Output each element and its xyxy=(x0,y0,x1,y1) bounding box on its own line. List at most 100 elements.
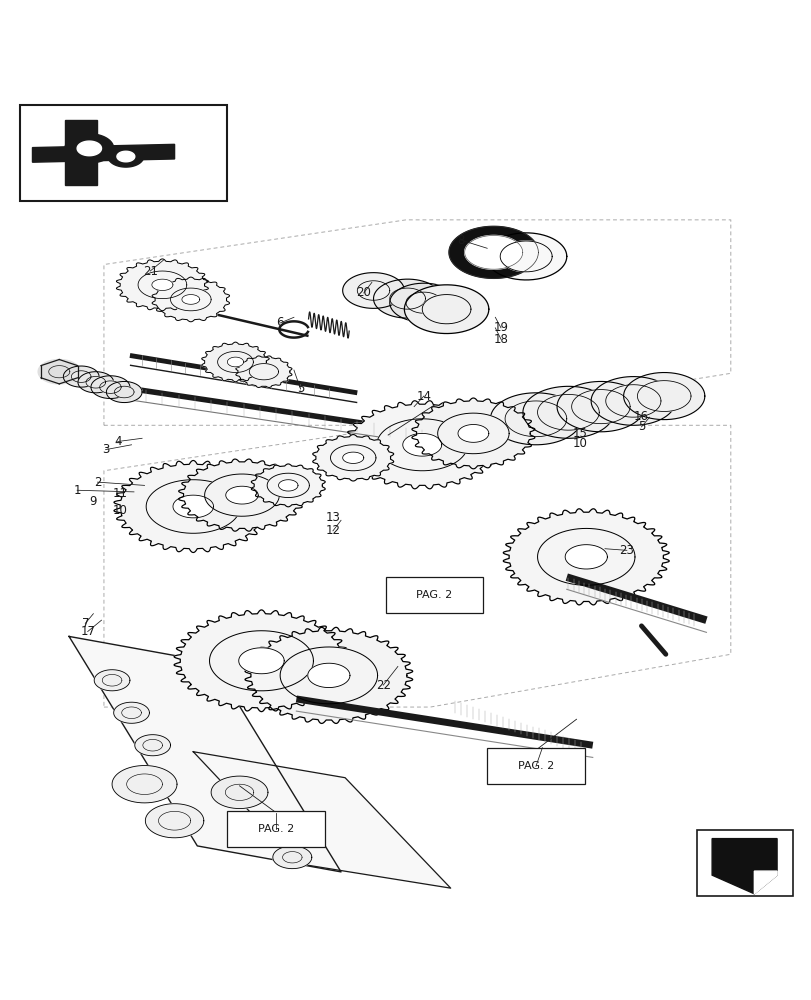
Polygon shape xyxy=(114,702,149,723)
Polygon shape xyxy=(490,393,581,445)
Polygon shape xyxy=(389,283,457,322)
Text: 21: 21 xyxy=(143,265,157,278)
Text: 1: 1 xyxy=(73,484,81,497)
Polygon shape xyxy=(146,480,240,533)
Polygon shape xyxy=(376,419,467,471)
Polygon shape xyxy=(201,342,269,382)
Text: 14: 14 xyxy=(416,390,431,403)
FancyBboxPatch shape xyxy=(385,577,483,613)
Polygon shape xyxy=(280,647,377,704)
Text: 16: 16 xyxy=(633,410,648,423)
Polygon shape xyxy=(245,812,290,838)
Polygon shape xyxy=(152,277,230,322)
Polygon shape xyxy=(91,376,130,398)
Polygon shape xyxy=(238,648,284,674)
Text: 6: 6 xyxy=(276,316,284,329)
Text: 4: 4 xyxy=(114,435,122,448)
Polygon shape xyxy=(404,285,488,334)
Polygon shape xyxy=(537,528,634,585)
Polygon shape xyxy=(122,707,141,719)
Polygon shape xyxy=(623,373,704,420)
Polygon shape xyxy=(406,292,441,313)
Polygon shape xyxy=(272,846,311,869)
Polygon shape xyxy=(108,146,144,167)
Polygon shape xyxy=(204,474,279,516)
Text: 10: 10 xyxy=(573,437,587,450)
Text: 20: 20 xyxy=(356,286,371,299)
Polygon shape xyxy=(77,141,101,156)
Polygon shape xyxy=(422,295,470,324)
Polygon shape xyxy=(345,401,499,489)
Text: 2: 2 xyxy=(93,476,101,489)
Text: PAG. 2: PAG. 2 xyxy=(416,590,452,600)
Polygon shape xyxy=(402,433,441,456)
Polygon shape xyxy=(86,376,105,388)
Polygon shape xyxy=(193,752,450,888)
Text: 5: 5 xyxy=(296,382,304,395)
Polygon shape xyxy=(114,386,134,398)
Text: 18: 18 xyxy=(493,333,508,346)
Polygon shape xyxy=(389,288,425,309)
Polygon shape xyxy=(249,364,278,380)
Polygon shape xyxy=(342,273,404,308)
Polygon shape xyxy=(143,739,162,751)
Polygon shape xyxy=(65,120,97,185)
Polygon shape xyxy=(178,459,305,531)
Polygon shape xyxy=(116,259,208,311)
Text: 7: 7 xyxy=(81,617,89,630)
Polygon shape xyxy=(127,774,162,794)
Polygon shape xyxy=(307,663,350,688)
Polygon shape xyxy=(225,486,258,504)
Polygon shape xyxy=(225,784,253,800)
FancyBboxPatch shape xyxy=(227,811,324,847)
Polygon shape xyxy=(145,804,204,838)
Text: 19: 19 xyxy=(493,321,508,334)
Text: PAG. 2: PAG. 2 xyxy=(517,761,553,771)
Polygon shape xyxy=(174,610,349,712)
Polygon shape xyxy=(278,480,298,491)
Polygon shape xyxy=(256,818,279,831)
Polygon shape xyxy=(357,281,389,300)
Text: 5: 5 xyxy=(637,420,645,433)
Polygon shape xyxy=(605,385,660,417)
Polygon shape xyxy=(170,288,211,311)
Polygon shape xyxy=(71,371,91,382)
Polygon shape xyxy=(32,144,174,162)
Text: 11: 11 xyxy=(113,487,127,500)
Text: 9: 9 xyxy=(89,495,97,508)
Polygon shape xyxy=(211,776,268,809)
Text: 3: 3 xyxy=(101,443,109,456)
Polygon shape xyxy=(112,766,177,803)
Polygon shape xyxy=(448,226,538,278)
Text: 12: 12 xyxy=(325,524,340,537)
Polygon shape xyxy=(753,871,776,894)
Polygon shape xyxy=(556,381,644,432)
Polygon shape xyxy=(251,464,324,507)
Text: 17: 17 xyxy=(80,625,95,638)
Polygon shape xyxy=(342,452,363,463)
Polygon shape xyxy=(78,372,114,393)
Text: 10: 10 xyxy=(113,504,127,517)
Polygon shape xyxy=(235,356,292,387)
Polygon shape xyxy=(209,631,313,691)
Polygon shape xyxy=(637,381,690,411)
Polygon shape xyxy=(373,279,441,318)
Polygon shape xyxy=(411,398,534,469)
Polygon shape xyxy=(227,357,243,367)
Polygon shape xyxy=(330,445,375,471)
Polygon shape xyxy=(102,674,122,686)
Polygon shape xyxy=(106,381,142,403)
Polygon shape xyxy=(267,473,309,498)
Polygon shape xyxy=(500,241,551,272)
Text: 23: 23 xyxy=(619,544,633,557)
Polygon shape xyxy=(173,495,213,518)
Text: 13: 13 xyxy=(325,511,340,524)
FancyBboxPatch shape xyxy=(487,748,584,784)
Polygon shape xyxy=(457,424,488,442)
Polygon shape xyxy=(245,627,412,723)
Polygon shape xyxy=(485,233,566,280)
Polygon shape xyxy=(63,366,99,387)
Polygon shape xyxy=(503,509,668,605)
Polygon shape xyxy=(537,394,599,430)
Polygon shape xyxy=(69,636,341,872)
